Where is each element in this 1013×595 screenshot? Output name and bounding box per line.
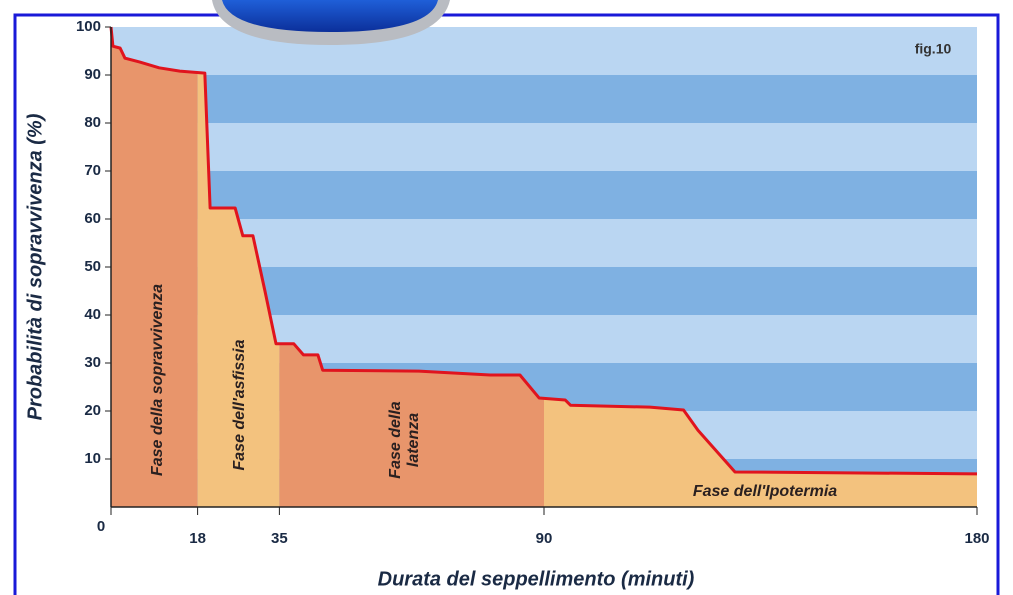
y-tick-label: 70	[84, 162, 101, 179]
x-tick-label: 18	[189, 530, 206, 547]
x-tick-label: 0	[97, 518, 105, 535]
decoration	[222, 0, 438, 32]
phase-label: Fase della	[387, 401, 404, 478]
phase-label: Fase dell'Ipotermia	[693, 483, 837, 500]
survival-line	[109, 26, 978, 476]
phase-label: latenza	[405, 413, 422, 467]
phase-region	[111, 27, 198, 507]
y-tick-label: 80	[84, 114, 101, 131]
x-tick-label: 180	[964, 530, 989, 547]
y-axis-label: Probabilità di sopravvivenza (%)	[24, 113, 46, 420]
plot-area: Fase della sopravvivenza Fase dell'asfiss…	[76, 18, 990, 547]
y-tick-label: 90	[84, 66, 101, 83]
x-tick-label: 35	[271, 530, 288, 547]
y-tick-label: 100	[76, 18, 101, 35]
background-band	[111, 123, 977, 171]
y-tick-label: 20	[84, 402, 101, 419]
background-band	[111, 75, 977, 123]
x-axis-label: Durata del seppellimento (minuti)	[378, 568, 695, 590]
background-band	[111, 171, 977, 219]
y-tick-label: 30	[84, 354, 101, 371]
annotation: fig.10	[915, 41, 952, 57]
y-tick-label: 60	[84, 210, 101, 227]
y-tick-label: 50	[84, 258, 101, 275]
x-tick-label: 90	[536, 530, 553, 547]
background-band	[111, 27, 977, 75]
y-tick-label: 40	[84, 306, 101, 323]
y-tick-label: 10	[84, 450, 101, 467]
phase-label: Fase dell'asfissia	[231, 339, 248, 470]
phase-label: Fase della sopravvivenza	[149, 284, 166, 476]
